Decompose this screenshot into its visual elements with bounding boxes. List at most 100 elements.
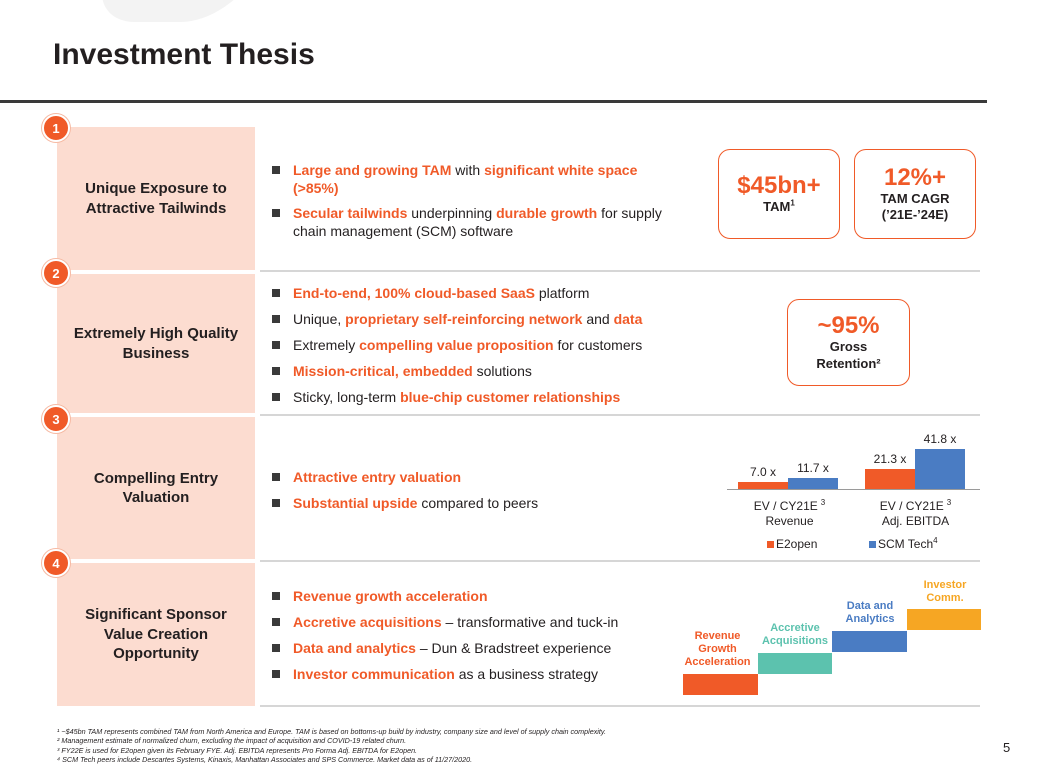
tam-stat-box: $45bn+ TAM1 — [718, 149, 840, 239]
category-footnote-ref: 3 — [946, 498, 952, 507]
legend-swatch — [767, 541, 774, 548]
cagr-label: TAM CAGR — [880, 190, 950, 206]
footnote: ¹ ~$45bn TAM represents combined TAM fro… — [57, 727, 606, 736]
legend-e2open: E2open — [767, 537, 817, 551]
bullet-text: Revenue growth acceleration — [293, 588, 488, 604]
title-divider — [0, 100, 987, 103]
bullet-text: Sticky, long-term — [293, 389, 401, 405]
bullet-text: compelling value proposition — [359, 337, 554, 353]
bullet-text: as a business strategy — [454, 666, 598, 682]
bullet-item: Substantial upside compared to peers — [272, 494, 692, 512]
section-2-panel: Extremely High Quality Business — [57, 274, 255, 413]
bullet-square-icon — [272, 166, 280, 174]
retention-label-2: Retention² — [816, 355, 881, 371]
section-divider — [260, 705, 980, 707]
bullet-text: End-to-end, 100% cloud-based SaaS — [293, 285, 535, 301]
bar-scm-tech-revenue — [788, 478, 838, 489]
bullet-square-icon — [272, 499, 280, 507]
bullet-text: – Dun & Bradstreet experience — [415, 640, 612, 656]
page-title: Investment Thesis — [53, 38, 315, 71]
legend-swatch — [869, 541, 876, 548]
section-3-panel: Compelling Entry Valuation — [57, 417, 255, 559]
footnote: ³ FY22E is used for E2open given its Feb… — [57, 745, 418, 755]
bar-scm-tech-ebitda — [915, 449, 965, 489]
bullet-item: Mission-critical, embedded solutions — [272, 362, 732, 380]
bullet-text: blue-chip customer relationships — [400, 389, 621, 405]
bullet-text: solutions — [472, 363, 532, 379]
category-label-line: Revenue — [765, 514, 814, 528]
bullet-text: significant white space (>85%) — [293, 162, 638, 196]
bullet-text: Mission-critical, embedded — [293, 363, 473, 379]
section-4-number: 4 — [42, 549, 70, 577]
category-label-line: Adj. EBITDA — [881, 514, 950, 528]
section-1-title: Unique Exposure to Attractive Tailwinds — [85, 180, 227, 217]
category-footnote-ref: 3 — [820, 498, 826, 507]
data-label-scm-tech-revenue: 11.7 x — [797, 461, 829, 475]
cagr-value: 12%+ — [883, 163, 947, 191]
section-1-bullets: Large and growing TAM with significant w… — [272, 161, 682, 240]
section-4-title: Significant Sponsor Value Creation Oppor… — [85, 606, 227, 663]
cagr-stat-box: 12%+ TAM CAGR (’21E-’24E) — [854, 149, 976, 239]
category-label-line: EV / CY21E — [753, 499, 818, 513]
cagr-period: (’21E-’24E) — [881, 207, 949, 223]
footnote: ² Management estimate of normalized chur… — [57, 736, 407, 746]
step-accretive-acquisitions — [758, 653, 832, 674]
page-number: 5 — [1003, 740, 1011, 755]
tam-value: $45bn+ — [737, 171, 821, 199]
data-label-scm-tech-ebitda: 41.8 x — [923, 432, 957, 446]
section-divider — [260, 414, 980, 416]
bullet-item: Unique, proprietary self-reinforcing net… — [272, 310, 732, 328]
chart-baseline — [727, 489, 980, 490]
bullet-text: Attractive entry valuation — [293, 469, 462, 485]
legend-label: SCM Tech — [878, 537, 934, 551]
section-2-number: 2 — [42, 259, 70, 287]
footnotes: ¹ ~$45bn TAM represents combined TAM fro… — [57, 727, 606, 765]
section-3-title: Compelling Entry Valuation — [93, 469, 219, 507]
bullet-text: Secular tailwinds — [293, 205, 408, 221]
bullet-square-icon — [272, 473, 280, 481]
section-divider — [260, 560, 980, 562]
bullet-item: Extremely compelling value proposition f… — [272, 336, 732, 354]
category-label-ebitda: EV / CY21E 3 Adj. EBITDA — [868, 499, 963, 529]
bullet-square-icon — [272, 670, 280, 678]
bullet-item: Revenue growth acceleration — [272, 587, 692, 605]
bullet-text: Investor communication — [293, 666, 455, 682]
bullet-square-icon — [272, 289, 280, 297]
step-label-data-analytics: Data and Analytics — [845, 600, 895, 626]
tam-label-line: TAM1 — [763, 199, 795, 215]
bullet-text: data — [613, 311, 643, 327]
bullet-text: and — [582, 311, 614, 327]
section-2-title: Extremely High Quality Business — [73, 325, 239, 362]
bullet-text: Unique, — [293, 311, 346, 327]
bullet-text: platform — [534, 285, 590, 301]
bullet-square-icon — [272, 341, 280, 349]
retention-stat-box: ~95% Gross Retention² — [787, 299, 910, 386]
tam-label: TAM — [763, 199, 791, 215]
section-3-bullets: Attractive entry valuation Substantial u… — [272, 468, 692, 512]
bullet-text: Large and growing TAM — [293, 162, 452, 178]
bullet-item: Accretive acquisitions – transformative … — [272, 613, 692, 631]
bullet-item: Attractive entry valuation — [272, 468, 692, 486]
bullet-square-icon — [272, 209, 280, 217]
bullet-text: Substantial upside — [293, 495, 418, 511]
bullet-text: compared to peers — [417, 495, 539, 511]
bar-e2open-ebitda — [865, 469, 915, 489]
bullet-text: durable growth — [496, 205, 598, 221]
bullet-square-icon — [272, 592, 280, 600]
bullet-text: with — [451, 162, 485, 178]
bullet-text: proprietary self-reinforcing network — [345, 311, 583, 327]
section-divider — [260, 270, 980, 272]
bullet-text: for customers — [553, 337, 643, 353]
background-shape — [82, 0, 258, 22]
retention-label-1: Gross — [829, 339, 868, 355]
bullet-item: Investor communication as a business str… — [272, 665, 692, 683]
step-label-investor-comm: Investor Comm. — [923, 579, 967, 605]
bullet-text: Extremely — [293, 337, 360, 353]
bar-e2open-revenue — [738, 482, 788, 489]
bullet-text: Data and analytics — [293, 640, 416, 656]
legend-footnote-ref: 4 — [933, 536, 938, 545]
bullet-item: End-to-end, 100% cloud-based SaaS platfo… — [272, 284, 732, 302]
bullet-text: – transformative and tuck-in — [441, 614, 619, 630]
step-label-accretive-acquisitions: Accretive Acquisitions — [761, 622, 828, 648]
section-3-number: 3 — [42, 405, 70, 433]
